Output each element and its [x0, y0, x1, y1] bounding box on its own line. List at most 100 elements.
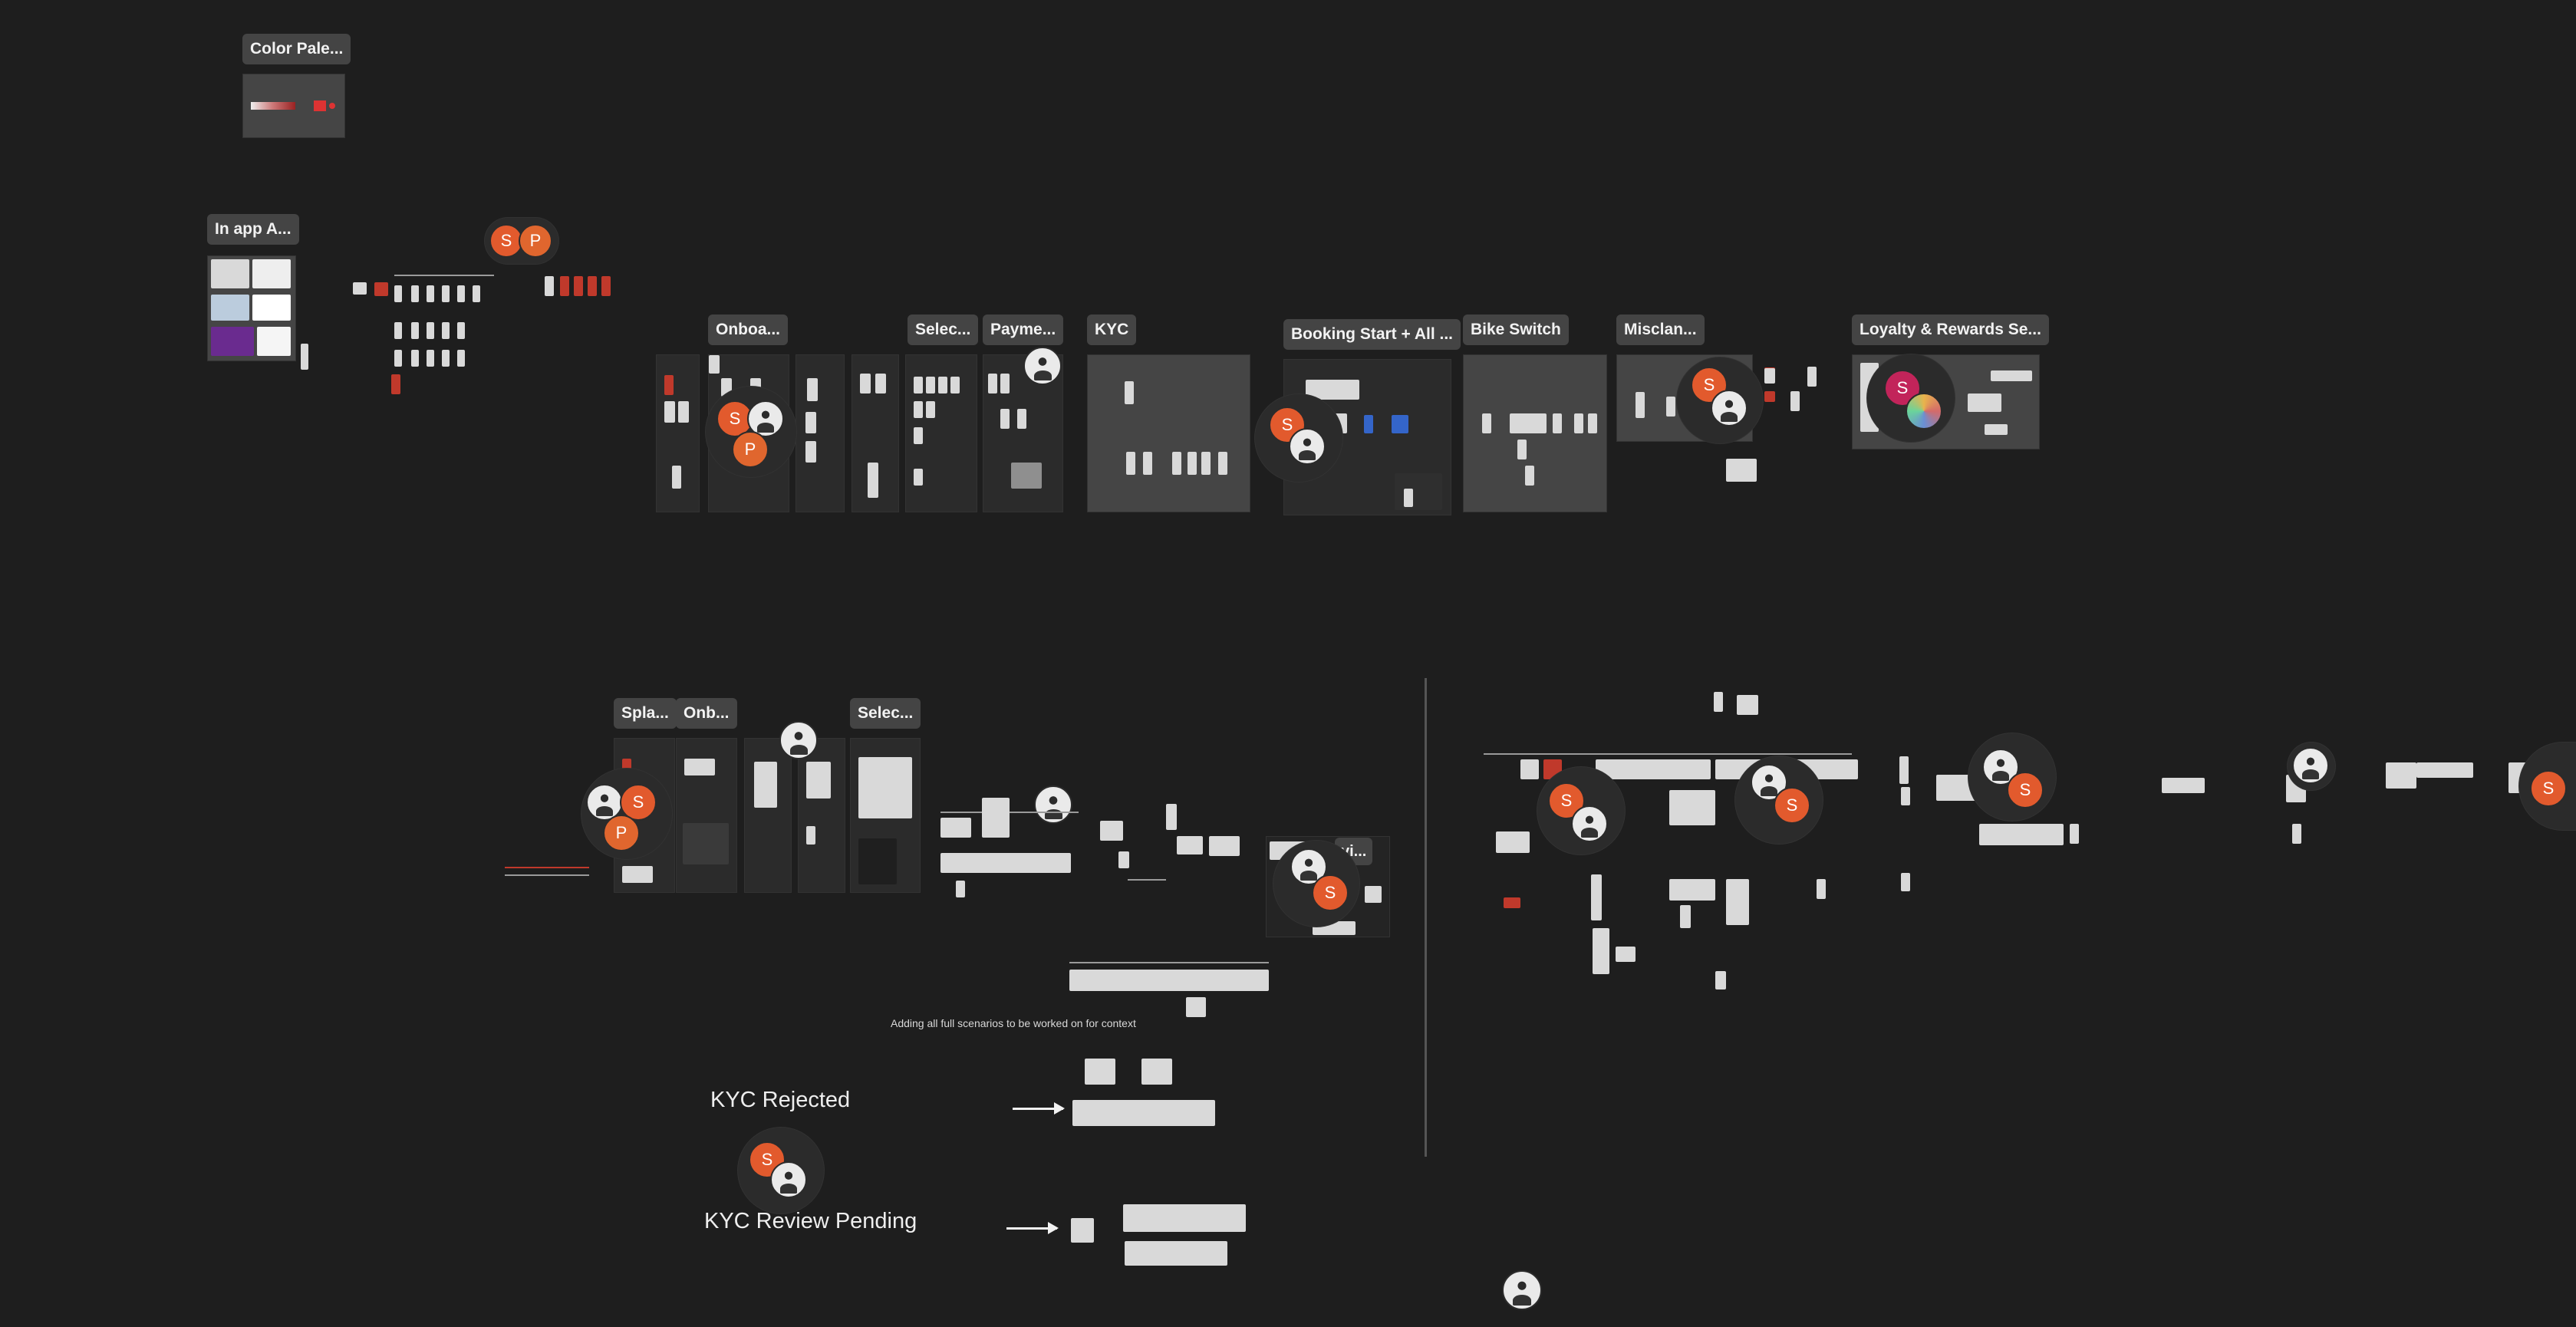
section-label-select-2[interactable]: Selec...	[850, 698, 921, 729]
onboarding-frame-3[interactable]	[676, 738, 737, 893]
user-photo-avatar[interactable]	[1290, 848, 1327, 885]
user-photo-avatar[interactable]	[1571, 805, 1608, 842]
collaborator-cluster[interactable]: S	[1735, 756, 1823, 844]
section-label-onboarding[interactable]: Onboa...	[708, 314, 788, 345]
in-app-screen	[252, 259, 291, 288]
mini-screen	[709, 355, 720, 374]
mini-screen	[1123, 1204, 1246, 1232]
mini-screen	[875, 374, 886, 393]
onboarding-frame-2[interactable]	[796, 354, 845, 512]
mini-screen	[1669, 790, 1715, 825]
user-photo-avatar[interactable]	[1034, 785, 1072, 824]
user-avatar-s[interactable]: S	[2007, 772, 2044, 808]
user-avatar-s[interactable]: S	[489, 224, 523, 258]
bike-switch-frame[interactable]	[1463, 354, 1607, 512]
user-avatar-s[interactable]: S	[620, 784, 657, 821]
palette-swatch-dot	[329, 103, 335, 109]
select-frame[interactable]	[905, 354, 977, 512]
select-frame-2[interactable]	[850, 738, 921, 893]
mini-screen	[1118, 851, 1129, 868]
collaborator-cluster[interactable]: S	[1677, 357, 1763, 443]
mini-screen	[622, 866, 653, 883]
mini-screen	[1125, 1241, 1227, 1266]
collaborator-cluster[interactable]: S	[1968, 733, 2056, 821]
section-label-payment[interactable]: Payme...	[983, 314, 1064, 345]
mini-screen	[1553, 413, 1562, 433]
user-avatar-s[interactable]: S	[1774, 787, 1810, 824]
mini-screen	[1011, 463, 1042, 489]
section-label-select[interactable]: Selec...	[908, 314, 979, 345]
mini-screen	[560, 276, 569, 296]
collaborator-cluster[interactable]: S P	[706, 387, 796, 477]
context-note: Adding all full scenarios to be worked o…	[891, 1017, 1136, 1029]
section-label-splash[interactable]: Spla...	[614, 698, 677, 729]
collaborator-cluster[interactable]	[2288, 743, 2335, 790]
onboarding-side-frame[interactable]	[656, 354, 700, 512]
mini-screen	[1017, 409, 1026, 429]
onboarding-frame-4[interactable]	[744, 738, 792, 893]
user-photo-avatar[interactable]	[1711, 390, 1748, 426]
mini-screen	[914, 377, 923, 393]
section-label-kyc[interactable]: KYC	[1087, 314, 1137, 345]
collaborator-cluster[interactable]: S	[1867, 354, 1955, 442]
mini-screen	[457, 350, 465, 367]
user-avatar-p[interactable]: P	[519, 224, 552, 258]
mini-screen	[1365, 886, 1382, 903]
mini-screen	[1000, 409, 1010, 429]
onboarding-frame-5[interactable]	[798, 738, 845, 893]
collaborator-cluster[interactable]: S P	[581, 769, 672, 859]
collaborator-cluster[interactable]: S	[1255, 394, 1342, 482]
section-label-bike-switch[interactable]: Bike Switch	[1463, 314, 1569, 345]
section-label-loyalty[interactable]: Loyalty & Rewards Se...	[1852, 314, 2049, 345]
mini-screen	[914, 427, 923, 444]
kyc-frame[interactable]	[1087, 354, 1250, 512]
mini-screen	[858, 757, 912, 818]
mini-screen	[1069, 970, 1269, 991]
mini-screen	[1807, 367, 1817, 387]
mini-screen	[1901, 787, 1910, 805]
mini-screen	[574, 276, 583, 296]
mini-screen	[353, 282, 367, 295]
mini-screen	[1591, 874, 1602, 920]
mini-screen	[1588, 413, 1597, 433]
section-label-booking[interactable]: Booking Start + All ...	[1283, 319, 1461, 350]
select-frame-left[interactable]	[852, 354, 899, 512]
mini-screen	[2386, 762, 2416, 789]
mini-screen	[754, 762, 777, 808]
mini-screen	[805, 412, 816, 433]
section-label-in-app[interactable]: In app A...	[207, 214, 299, 245]
user-avatar-p[interactable]: P	[732, 431, 769, 468]
user-photo-avatar[interactable]	[1023, 347, 1062, 385]
section-label-color-palette[interactable]: Color Pale...	[242, 34, 351, 64]
collaborator-cluster[interactable]: S	[1273, 841, 1359, 927]
mini-screen	[940, 853, 1071, 873]
in-app-frame[interactable]	[207, 255, 296, 361]
user-photo-avatar[interactable]	[770, 1161, 807, 1198]
mini-screen	[678, 401, 689, 423]
mini-screen	[391, 374, 400, 394]
mini-screen	[1404, 489, 1413, 507]
collaborator-cluster[interactable]: S	[738, 1128, 824, 1213]
user-avatar-s[interactable]: S	[1312, 874, 1349, 911]
collaborator-cluster[interactable]: S	[1537, 767, 1625, 854]
mini-screen	[950, 377, 960, 393]
mini-screen	[411, 322, 419, 339]
palette-swatches	[251, 102, 295, 110]
section-label-onboarding-2[interactable]: Onb...	[676, 698, 737, 729]
user-avatar-p[interactable]: P	[603, 815, 640, 851]
section-label-miscellaneous[interactable]: Misclan...	[1616, 314, 1705, 345]
user-color-avatar[interactable]	[1906, 393, 1942, 430]
user-photo-avatar[interactable]	[1751, 764, 1787, 801]
user-avatar-s[interactable]: S	[2530, 770, 2567, 807]
user-photo-avatar[interactable]	[779, 721, 818, 759]
mini-screen	[1100, 821, 1123, 841]
user-photo-avatar[interactable]	[2292, 747, 2329, 784]
user-photo-avatar[interactable]	[1502, 1270, 1542, 1310]
user-photo-avatar[interactable]	[1289, 428, 1326, 465]
collaborator-cluster[interactable]: S	[2519, 743, 2576, 830]
mini-screen	[2416, 762, 2473, 778]
mini-screen	[374, 282, 388, 296]
color-palette-frame[interactable]	[242, 74, 345, 138]
collaborator-cluster[interactable]: S P	[485, 218, 558, 264]
mini-screen	[926, 401, 935, 418]
